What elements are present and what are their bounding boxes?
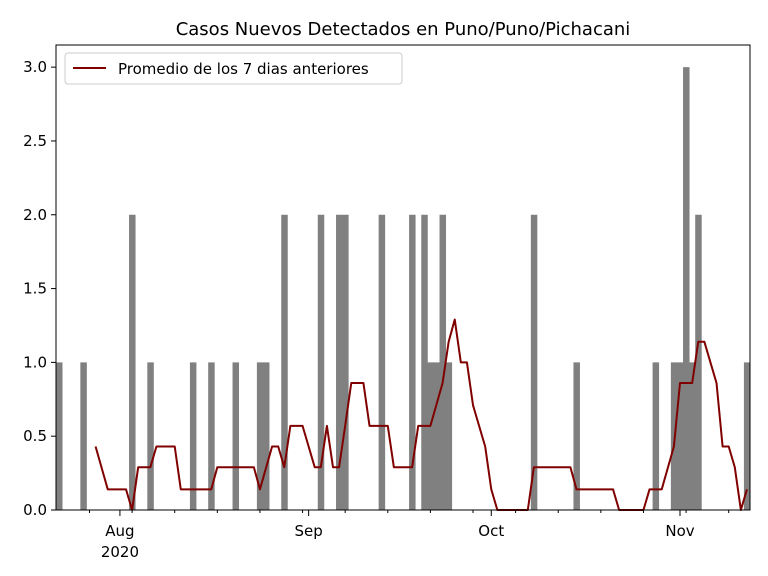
y-tick-label: 1.0: [23, 353, 47, 371]
x-tick-label: Sep: [294, 522, 322, 540]
y-tick-label: 2.0: [23, 206, 47, 224]
bar-2020-09-13: [378, 214, 386, 510]
x-axis: Aug 2020 Sep Oct Nov: [88, 510, 730, 561]
bar-2020-08-24: [256, 362, 264, 510]
bar-2020-09-22: [433, 362, 440, 510]
bar-2020-09-24: [445, 362, 453, 510]
y-axis: 0.0 0.5 1.0 1.5 2.0 2.5 3.0: [23, 58, 56, 519]
bar-2020-09-20: [421, 214, 428, 510]
y-tick-label: 0.5: [23, 427, 47, 445]
bar-2020-11-02: [683, 67, 690, 510]
bar-2020-09-21: [427, 362, 434, 510]
chart-title: Casos Nuevos Detectados en Puno/Puno/Pic…: [176, 19, 631, 40]
bar-2020-08-28: [281, 214, 288, 510]
bar-2020-11-12: [743, 362, 751, 510]
x-tick-label: Nov: [665, 522, 694, 540]
bar-2020-10-08: [530, 214, 538, 510]
x-tick-label: Oct: [478, 522, 504, 540]
bar-2020-11-03: [689, 362, 696, 510]
bar-2020-08-25: [262, 362, 270, 510]
legend-box: [64, 52, 403, 85]
x-tick-sublabel: 2020: [101, 543, 139, 561]
bar-2020-09-23: [439, 214, 447, 510]
bar-2020-09-06: [336, 214, 343, 510]
bar-series: [56, 67, 751, 510]
bar-2020-07-22: [56, 362, 63, 510]
bar-2020-11-01: [676, 362, 684, 510]
bar-2020-08-03: [129, 214, 136, 510]
bar-2020-09-03: [317, 214, 325, 510]
bar-2020-08-06: [147, 362, 154, 510]
legend-entry-moving-average: Promedio de los 7 dias anteriores: [118, 60, 369, 78]
moving-average-series: [94, 318, 748, 511]
y-tick-label: 3.0: [23, 58, 47, 76]
bar-2020-09-18: [409, 214, 416, 510]
y-tick-label: 0.0: [23, 501, 47, 519]
bar-2020-10-28: [652, 362, 660, 510]
moving-average-line: [94, 318, 748, 511]
bar-2020-08-20: [232, 362, 240, 510]
bar-2020-10-15: [573, 362, 580, 510]
x-tick-label: Aug: [105, 522, 134, 540]
bar-2020-08-13: [189, 362, 197, 510]
legend: Promedio de los 7 dias anteriores: [64, 52, 403, 85]
bar-2020-09-07: [342, 214, 349, 510]
plot-frame: [55, 44, 751, 511]
y-tick-label: 2.5: [23, 132, 47, 150]
y-tick-label: 1.5: [23, 280, 47, 298]
bar-2020-08-16: [208, 362, 215, 510]
bar-2020-11-04: [695, 214, 702, 510]
bar-2020-07-26: [80, 362, 87, 510]
